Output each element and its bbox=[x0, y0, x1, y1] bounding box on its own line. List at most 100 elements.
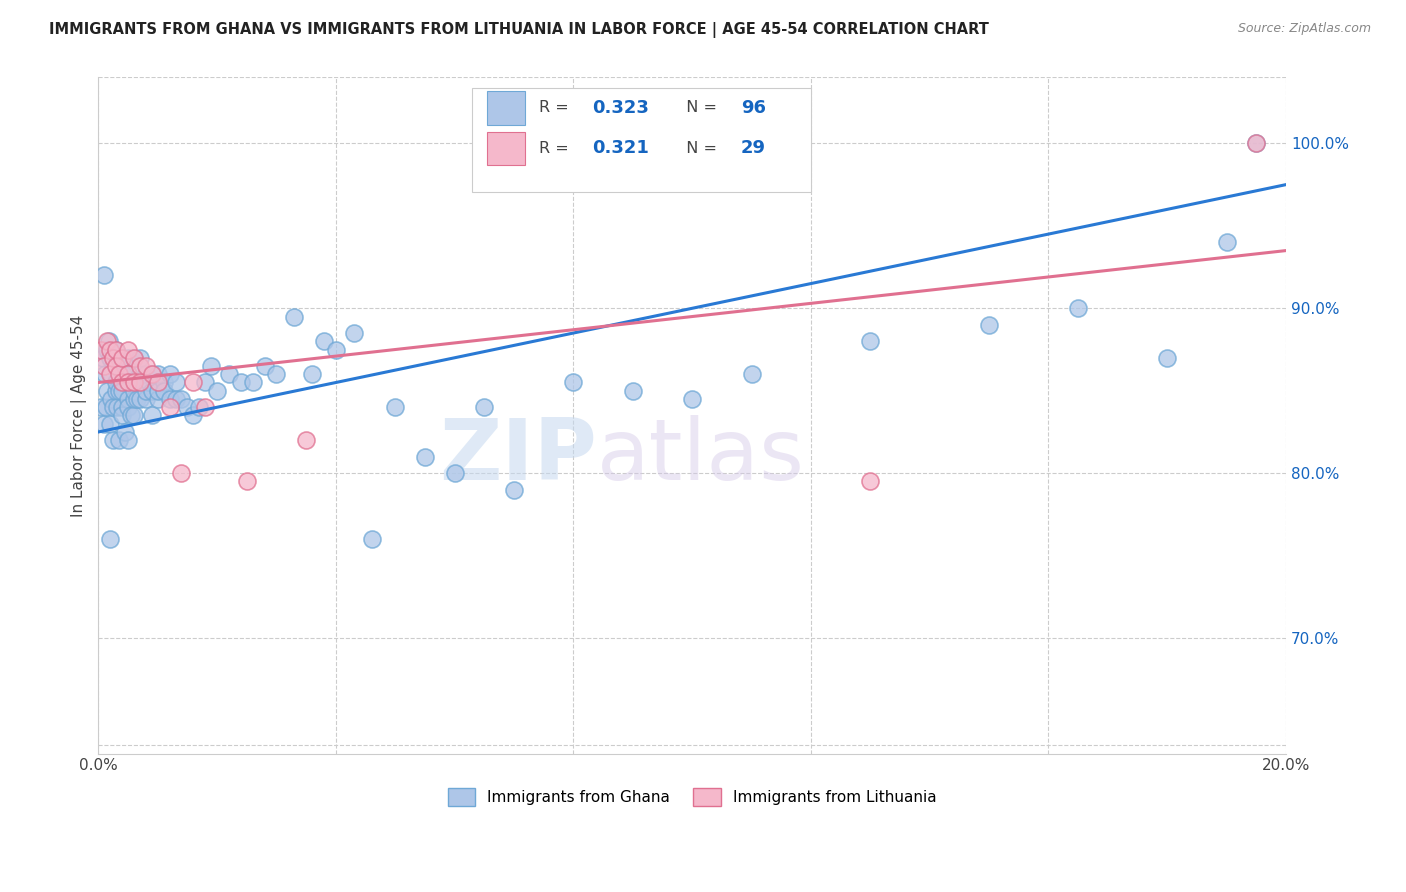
Point bbox=[96, 343, 118, 357]
Point bbox=[472, 401, 495, 415]
Point bbox=[93, 417, 115, 431]
Point bbox=[105, 359, 128, 373]
Point bbox=[1246, 136, 1268, 151]
Text: 29: 29 bbox=[741, 139, 766, 157]
Point bbox=[98, 351, 121, 365]
Point bbox=[96, 384, 118, 398]
Point bbox=[194, 376, 217, 390]
Point bbox=[117, 368, 139, 382]
Point bbox=[138, 376, 160, 390]
Point bbox=[108, 368, 131, 382]
Point bbox=[146, 392, 169, 406]
Point bbox=[129, 359, 152, 373]
Point bbox=[114, 425, 136, 439]
Point bbox=[122, 392, 145, 406]
FancyBboxPatch shape bbox=[472, 87, 811, 193]
Point bbox=[122, 376, 145, 390]
Point bbox=[253, 359, 276, 373]
Point bbox=[98, 368, 121, 382]
Text: N =: N = bbox=[675, 101, 721, 115]
Point bbox=[152, 376, 174, 390]
Point bbox=[90, 343, 112, 357]
Point bbox=[135, 359, 157, 373]
Text: atlas: atlas bbox=[598, 415, 806, 498]
Point bbox=[152, 384, 174, 398]
Point bbox=[117, 434, 139, 448]
Text: IMMIGRANTS FROM GHANA VS IMMIGRANTS FROM LITHUANIA IN LABOR FORCE | AGE 45-54 CO: IMMIGRANTS FROM GHANA VS IMMIGRANTS FROM… bbox=[49, 22, 988, 38]
Point bbox=[105, 384, 128, 398]
Point bbox=[165, 376, 187, 390]
Point bbox=[122, 351, 145, 365]
Point bbox=[503, 483, 526, 497]
Point bbox=[122, 409, 145, 423]
Point bbox=[384, 401, 406, 415]
Point bbox=[295, 434, 318, 448]
Text: Source: ZipAtlas.com: Source: ZipAtlas.com bbox=[1237, 22, 1371, 36]
Point bbox=[159, 401, 181, 415]
Point bbox=[122, 351, 145, 365]
Point bbox=[141, 368, 163, 382]
Text: R =: R = bbox=[538, 141, 574, 156]
Point bbox=[859, 475, 882, 489]
Legend: Immigrants from Ghana, Immigrants from Lithuania: Immigrants from Ghana, Immigrants from L… bbox=[440, 780, 945, 814]
Text: 0.323: 0.323 bbox=[592, 99, 650, 117]
Point bbox=[98, 532, 121, 546]
Point bbox=[1156, 351, 1178, 365]
Point bbox=[312, 334, 335, 349]
Point bbox=[141, 409, 163, 423]
Point bbox=[122, 376, 145, 390]
Point bbox=[125, 392, 148, 406]
Point bbox=[159, 392, 181, 406]
Point bbox=[105, 343, 128, 357]
Point bbox=[100, 368, 122, 382]
Point bbox=[90, 401, 112, 415]
Point bbox=[135, 392, 157, 406]
Point bbox=[413, 450, 436, 464]
Point bbox=[176, 401, 198, 415]
Point bbox=[111, 409, 134, 423]
Point bbox=[165, 392, 187, 406]
Point bbox=[1246, 136, 1268, 151]
Text: N =: N = bbox=[675, 141, 721, 156]
Point bbox=[120, 409, 142, 423]
Point bbox=[218, 368, 240, 382]
Point bbox=[325, 343, 347, 357]
Point bbox=[266, 368, 288, 382]
Point bbox=[93, 359, 115, 373]
Point bbox=[117, 401, 139, 415]
Point bbox=[111, 351, 134, 365]
Point bbox=[141, 384, 163, 398]
Point bbox=[621, 384, 644, 398]
Point bbox=[242, 376, 264, 390]
Point bbox=[108, 384, 131, 398]
Point bbox=[103, 434, 125, 448]
Point bbox=[562, 376, 585, 390]
Point bbox=[129, 351, 152, 365]
Point bbox=[91, 351, 114, 365]
Point bbox=[98, 417, 121, 431]
Point bbox=[200, 359, 222, 373]
Text: ZIP: ZIP bbox=[440, 415, 598, 498]
Point bbox=[105, 343, 128, 357]
Point bbox=[135, 368, 157, 382]
Text: 0.321: 0.321 bbox=[592, 139, 650, 157]
Point bbox=[117, 392, 139, 406]
Point bbox=[141, 368, 163, 382]
Point bbox=[129, 376, 152, 390]
Point bbox=[360, 532, 382, 546]
Point bbox=[194, 401, 217, 415]
Point bbox=[98, 334, 121, 349]
Point bbox=[146, 376, 169, 390]
Point bbox=[183, 376, 205, 390]
Point bbox=[111, 401, 134, 415]
Text: 96: 96 bbox=[741, 99, 766, 117]
Point bbox=[98, 343, 121, 357]
Point bbox=[343, 326, 366, 340]
Point bbox=[301, 368, 323, 382]
Point bbox=[188, 401, 211, 415]
Point bbox=[105, 401, 128, 415]
Point bbox=[183, 409, 205, 423]
Point bbox=[117, 368, 139, 382]
Point bbox=[129, 368, 152, 382]
Point bbox=[170, 466, 193, 480]
